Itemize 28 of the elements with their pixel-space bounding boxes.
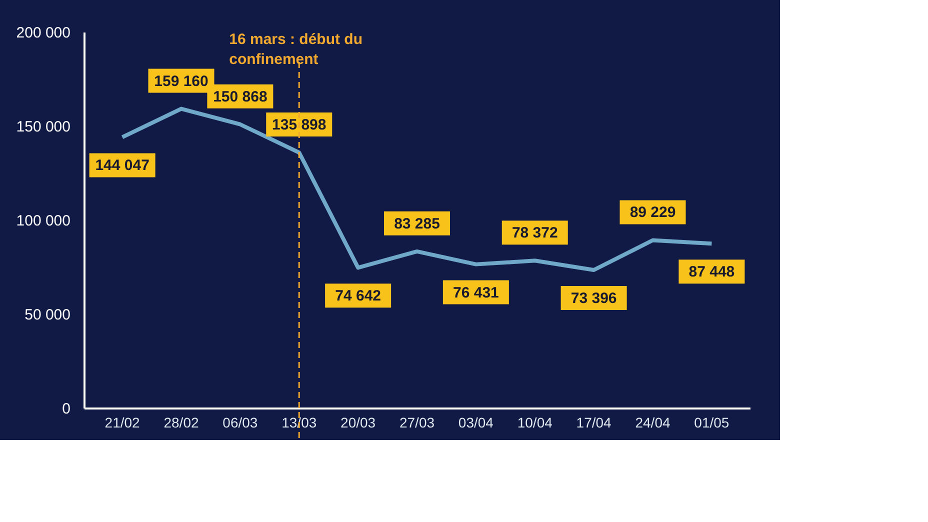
x-tick-label: 21/02 <box>104 414 140 430</box>
y-tick-label: 50 000 <box>24 306 70 324</box>
x-tick-label: 01/05 <box>694 414 730 430</box>
data-label: 83 285 <box>394 215 440 232</box>
data-label: 135 898 <box>272 116 326 134</box>
x-tick-label: 10/04 <box>517 414 553 430</box>
y-tick-label: 100 000 <box>16 212 70 230</box>
y-tick-label: 200 000 <box>16 24 70 42</box>
ref-line-label: 16 mars : début du confinement <box>229 31 362 68</box>
data-label: 73 396 <box>570 290 617 308</box>
data-label: 87 448 <box>688 264 735 281</box>
x-tick-label: 13/03 <box>282 414 317 430</box>
x-tick-label: 03/04 <box>458 414 494 430</box>
x-tick-label: 28/02 <box>164 414 199 430</box>
data-label: 150 868 <box>213 88 268 106</box>
x-tick-label: 27/03 <box>399 414 435 430</box>
data-label: 74 642 <box>335 288 382 305</box>
x-tick-label: 20/03 <box>340 414 376 430</box>
y-tick-label: 150 000 <box>16 118 70 136</box>
data-label: 159 160 <box>154 72 208 90</box>
x-tick-label: 06/03 <box>222 414 258 430</box>
y-tick-label: 0 <box>62 400 70 418</box>
data-label: 78 372 <box>512 224 558 242</box>
x-tick-label: 17/04 <box>576 414 612 430</box>
x-tick-label: 24/04 <box>635 414 670 430</box>
data-label: 89 229 <box>630 204 676 222</box>
data-label: 76 431 <box>452 284 499 302</box>
data-label: 144 047 <box>95 157 150 174</box>
